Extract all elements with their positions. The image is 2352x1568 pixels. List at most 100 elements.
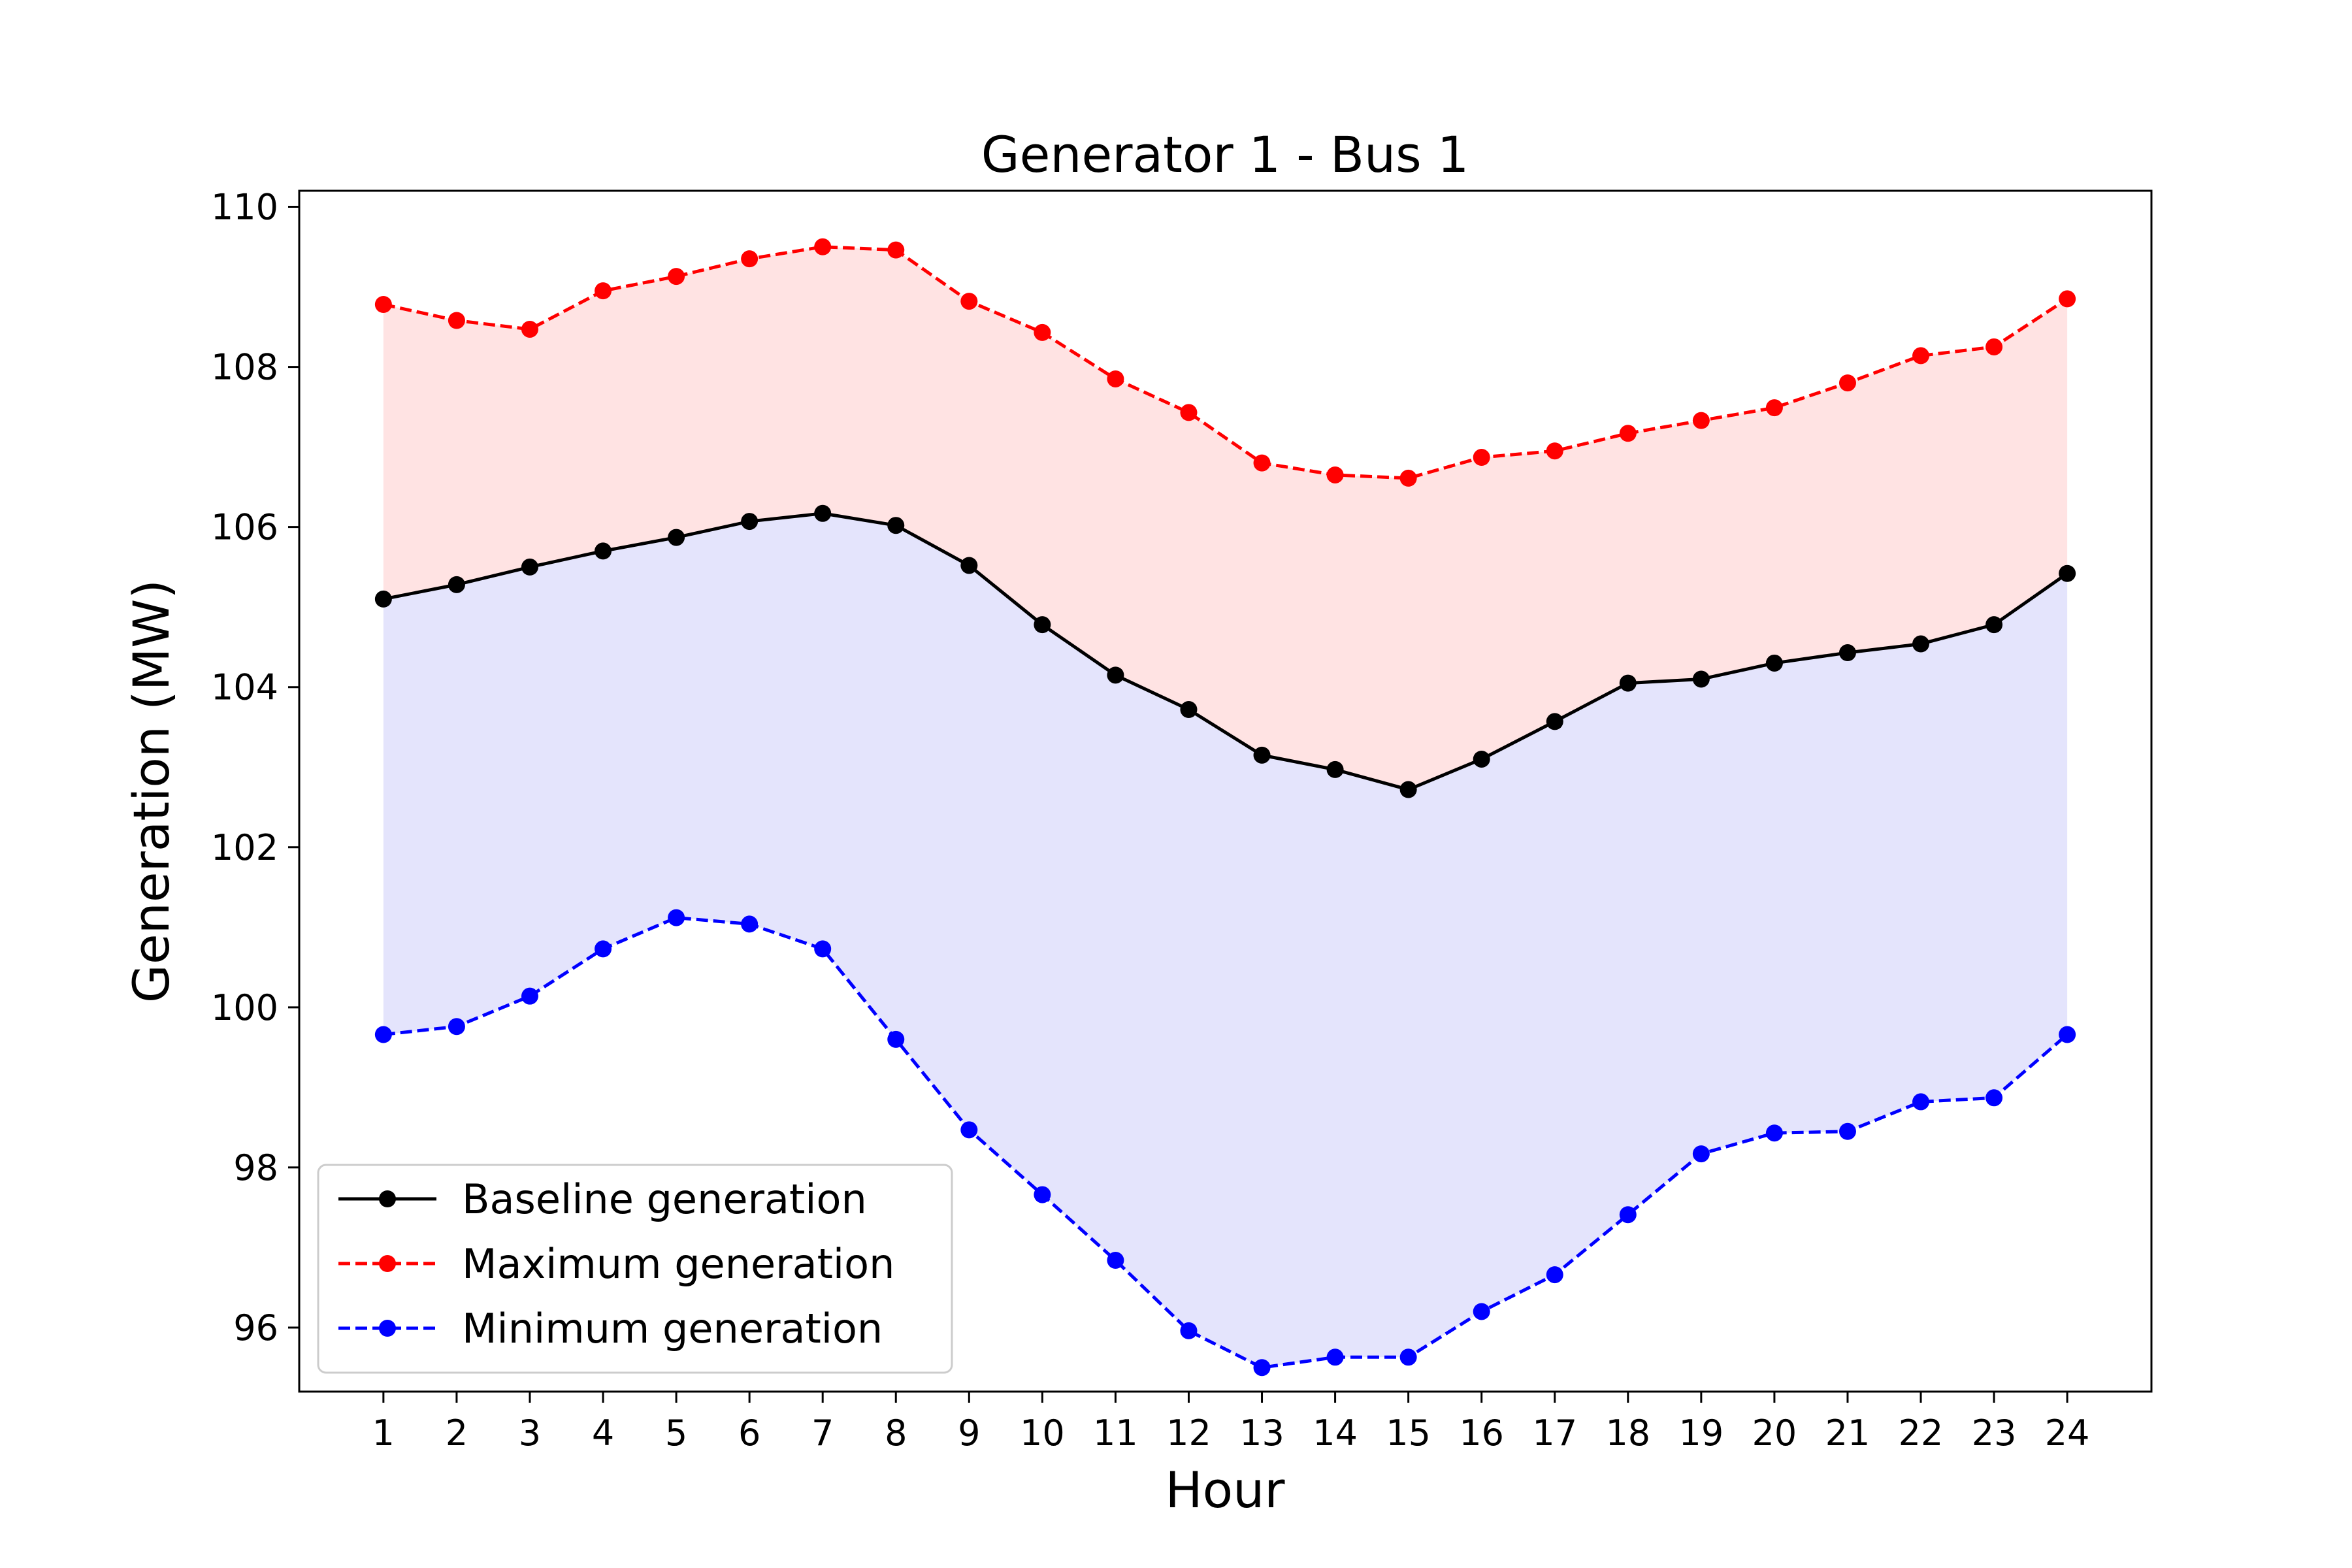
data-point-baseline-generation-8 [887, 517, 905, 534]
x-tick-label: 15 [1386, 1413, 1431, 1454]
data-point-baseline-generation-13 [1253, 746, 1271, 764]
y-axis-label: Generation (MW) [122, 580, 180, 1003]
data-point-baseline-generation-9 [960, 557, 978, 574]
legend-entry-baseline-generation: Baseline generation [338, 1175, 867, 1223]
data-point-minimum-generation-1 [374, 1026, 392, 1043]
legend-label: Minimum generation [462, 1305, 883, 1352]
data-point-baseline-generation-21 [1838, 644, 1856, 662]
data-point-maximum-generation-2 [448, 312, 465, 329]
data-point-baseline-generation-14 [1326, 760, 1344, 778]
x-tick-label: 3 [519, 1413, 541, 1454]
y-axis: 96 98 100 102 104 106 108 110 [211, 187, 299, 1348]
data-point-maximum-generation-3 [521, 320, 538, 338]
data-point-maximum-generation-7 [814, 238, 832, 255]
y-tick-label: 102 [211, 827, 278, 868]
x-tick-label: 18 [1605, 1413, 1650, 1454]
y-tick-label: 100 [211, 987, 278, 1028]
y-tick-label: 108 [211, 347, 278, 388]
data-point-minimum-generation-11 [1107, 1252, 1124, 1269]
data-point-minimum-generation-3 [521, 987, 538, 1005]
data-point-baseline-generation-12 [1180, 701, 1198, 719]
x-tick-label: 13 [1239, 1413, 1284, 1454]
data-point-maximum-generation-16 [1473, 449, 1490, 466]
data-point-maximum-generation-21 [1838, 374, 1856, 392]
data-point-minimum-generation-4 [595, 940, 612, 958]
series-line-maximum-generation [383, 245, 2068, 480]
y-tick-label: 98 [233, 1147, 278, 1188]
data-point-baseline-generation-7 [814, 504, 832, 522]
series-baseline-generation [374, 504, 2076, 798]
data-point-baseline-generation-18 [1619, 674, 1637, 692]
data-point-minimum-generation-16 [1473, 1303, 1490, 1320]
x-tick-label: 2 [446, 1413, 468, 1454]
x-tick-label: 9 [958, 1413, 980, 1454]
data-point-minimum-generation-18 [1619, 1206, 1637, 1224]
data-point-minimum-generation-21 [1838, 1122, 1856, 1140]
data-point-maximum-generation-1 [374, 295, 392, 313]
data-point-baseline-generation-5 [668, 529, 685, 546]
x-tick-label: 4 [592, 1413, 614, 1454]
data-point-maximum-generation-18 [1619, 425, 1637, 442]
legend-marker [379, 1255, 396, 1272]
data-point-baseline-generation-19 [1692, 670, 1710, 688]
data-point-maximum-generation-4 [595, 282, 612, 300]
data-point-minimum-generation-6 [741, 915, 759, 933]
data-point-baseline-generation-4 [595, 542, 612, 560]
data-point-baseline-generation-20 [1765, 654, 1783, 672]
data-point-minimum-generation-17 [1546, 1266, 1563, 1284]
x-tick-label: 14 [1313, 1413, 1358, 1454]
data-point-maximum-generation-22 [1912, 347, 1930, 365]
plot-area [374, 238, 2076, 1377]
data-point-baseline-generation-16 [1473, 750, 1490, 768]
data-point-baseline-generation-22 [1912, 635, 1930, 653]
data-point-maximum-generation-11 [1107, 370, 1124, 387]
data-point-minimum-generation-7 [814, 940, 832, 958]
series-maximum-generation [374, 238, 2076, 487]
y-tick-label: 96 [233, 1307, 278, 1348]
data-point-baseline-generation-23 [1985, 616, 2003, 634]
data-point-maximum-generation-24 [2059, 290, 2076, 308]
data-point-minimum-generation-20 [1765, 1124, 1783, 1142]
legend-entry-maximum-generation: Maximum generation [338, 1240, 894, 1288]
x-axis-label: Hour [1165, 1461, 1285, 1519]
x-tick-label: 22 [1899, 1413, 1944, 1454]
y-tick-label: 110 [211, 187, 278, 228]
data-point-minimum-generation-23 [1985, 1089, 2003, 1107]
data-point-baseline-generation-15 [1399, 781, 1417, 798]
x-tick-label: 16 [1459, 1413, 1504, 1454]
data-point-minimum-generation-2 [448, 1018, 465, 1036]
fill-region-1 [383, 246, 2068, 790]
x-tick-label: 12 [1166, 1413, 1211, 1454]
x-tick-label: 8 [885, 1413, 907, 1454]
data-point-minimum-generation-13 [1253, 1359, 1271, 1377]
x-tick-label: 1 [372, 1413, 395, 1454]
legend: Baseline generation Maximum generation Min… [317, 1164, 953, 1374]
data-point-baseline-generation-2 [448, 576, 465, 593]
data-point-minimum-generation-22 [1912, 1093, 1930, 1111]
data-point-baseline-generation-10 [1034, 616, 1051, 634]
x-tick-label: 7 [811, 1413, 834, 1454]
plot-frame [298, 189, 2153, 1393]
x-tick-label: 17 [1532, 1413, 1577, 1454]
x-tick-label: 23 [1972, 1413, 2017, 1454]
data-point-maximum-generation-23 [1985, 338, 2003, 355]
fill-region-2 [383, 513, 2068, 1368]
legend-label: Baseline generation [462, 1175, 867, 1223]
data-point-minimum-generation-19 [1692, 1145, 1710, 1163]
data-point-minimum-generation-9 [960, 1121, 978, 1139]
data-point-baseline-generation-3 [521, 558, 538, 576]
x-tick-label: 20 [1752, 1413, 1797, 1454]
data-point-baseline-generation-24 [2059, 564, 2076, 582]
x-tick-label: 10 [1020, 1413, 1065, 1454]
data-point-baseline-generation-1 [374, 590, 392, 608]
data-point-maximum-generation-9 [960, 293, 978, 310]
data-point-minimum-generation-8 [887, 1030, 905, 1048]
data-point-minimum-generation-14 [1326, 1348, 1344, 1366]
data-point-maximum-generation-10 [1034, 323, 1051, 341]
x-tick-label: 19 [1679, 1413, 1724, 1454]
series-line-baseline-generation [383, 512, 2068, 792]
data-point-maximum-generation-13 [1253, 454, 1271, 472]
x-tick-label: 5 [665, 1413, 687, 1454]
series-line-minimum-generation [383, 916, 2068, 1369]
